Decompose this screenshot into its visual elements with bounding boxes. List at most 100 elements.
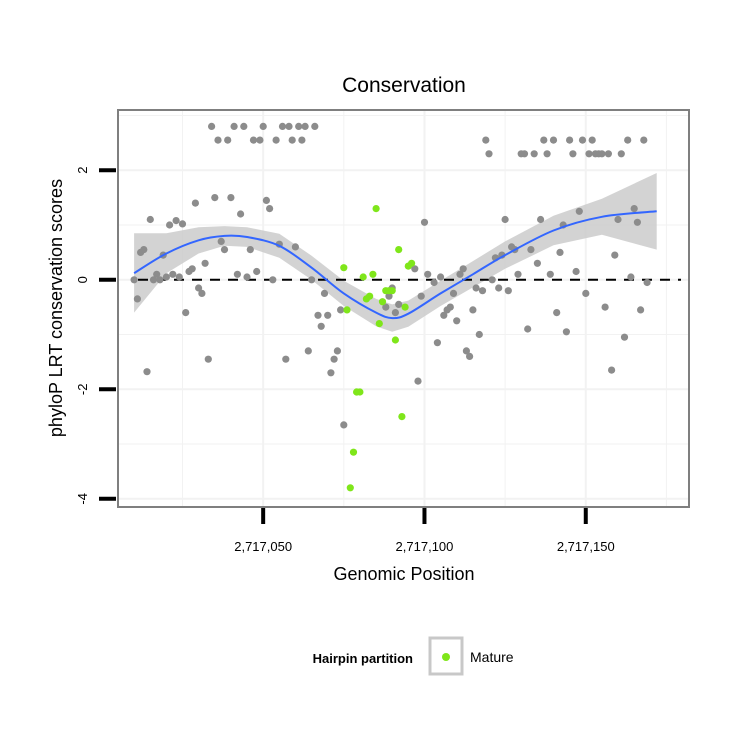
- data-point: [314, 311, 322, 319]
- data-point: [572, 267, 580, 276]
- data-point: [272, 136, 280, 144]
- data-point: [208, 122, 216, 130]
- data-point-mature: [388, 287, 396, 295]
- data-point: [285, 122, 293, 130]
- data-point: [266, 205, 274, 213]
- y-axis-ticks: -4 -2 0 2: [75, 167, 116, 505]
- data-point: [246, 246, 254, 254]
- x-tick-label: 2,717,050: [234, 539, 292, 554]
- chart-title: Conservation: [342, 74, 466, 97]
- data-point: [614, 215, 622, 224]
- data-point: [143, 368, 151, 376]
- x-axis-ticks: 2,717,050 2,717,100 2,717,150: [234, 508, 615, 554]
- y-axis-title: phyloP LRT conservation scores: [46, 179, 66, 437]
- data-point: [549, 136, 558, 144]
- data-point: [485, 150, 493, 158]
- smooth-curve: [133, 210, 657, 320]
- data-point: [569, 150, 577, 158]
- data-point: [424, 270, 432, 278]
- data-point: [288, 136, 296, 144]
- data-point: [456, 270, 464, 278]
- data-point: [495, 284, 503, 292]
- data-point-mature: [391, 336, 399, 344]
- legend-label-mature: Mature: [470, 649, 514, 665]
- data-point: [575, 207, 583, 215]
- legend-title: Hairpin partition: [313, 651, 413, 666]
- data-point: [240, 122, 248, 130]
- data-point: [304, 347, 312, 355]
- data-point: [430, 278, 438, 287]
- data-point: [437, 273, 445, 281]
- data-point: [327, 369, 335, 377]
- data-point: [520, 150, 529, 158]
- data-point: [588, 136, 596, 144]
- grid-lines: [119, 111, 688, 506]
- data-point: [256, 136, 264, 144]
- data-point: [478, 287, 487, 295]
- data-point: [175, 273, 183, 281]
- data-point: [308, 276, 316, 284]
- data-point: [224, 136, 232, 144]
- data-point: [449, 289, 458, 297]
- x-axis-title: Genomic Position: [333, 564, 474, 584]
- data-point-mature: [408, 259, 416, 267]
- data-point: [162, 273, 170, 281]
- data-point: [582, 289, 590, 297]
- data-point: [191, 199, 199, 207]
- data-point-mature: [353, 388, 361, 396]
- data-point: [604, 150, 613, 158]
- data-point: [153, 270, 161, 278]
- data-point: [204, 355, 212, 363]
- data-point: [220, 246, 229, 254]
- data-point: [169, 270, 177, 278]
- data-point: [488, 276, 496, 284]
- data-point: [146, 215, 154, 224]
- data-point: [414, 377, 422, 385]
- data-point: [337, 306, 345, 314]
- data-point-mature: [372, 205, 380, 213]
- data-point: [214, 136, 222, 144]
- data-point: [188, 265, 196, 273]
- smooth-line: [133, 210, 657, 320]
- data-point: [320, 289, 329, 297]
- data-point: [324, 311, 332, 319]
- data-point: [195, 284, 203, 292]
- data-point: [637, 306, 645, 314]
- data-point: [446, 303, 454, 311]
- data-point: [233, 270, 241, 278]
- data-point: [317, 322, 325, 330]
- data-point: [133, 295, 141, 303]
- data-point: [237, 210, 245, 218]
- data-point: [601, 303, 609, 311]
- data-point: [178, 220, 187, 228]
- data-point: [533, 259, 542, 267]
- data-point: [172, 217, 180, 225]
- data-point: [630, 205, 638, 213]
- data-point-mature: [375, 320, 383, 328]
- data-point-mature: [349, 448, 358, 456]
- data-point: [501, 215, 509, 224]
- data-point: [620, 333, 629, 341]
- data-point: [566, 136, 574, 144]
- data-point: [230, 122, 238, 130]
- data-point: [562, 328, 571, 336]
- x-tick-label: 2,717,100: [396, 539, 454, 554]
- data-point-mature: [346, 484, 354, 492]
- data-point: [524, 325, 532, 333]
- data-point: [156, 276, 164, 284]
- data-point: [633, 218, 642, 226]
- data-point: [433, 339, 441, 347]
- data-point: [504, 287, 512, 295]
- data-point: [282, 355, 290, 363]
- data-point: [149, 276, 158, 284]
- data-point: [130, 276, 138, 284]
- data-point: [391, 309, 399, 317]
- data-point: [469, 306, 477, 314]
- data-point-mature: [343, 306, 351, 314]
- legend-key-mature-dot: [442, 653, 450, 661]
- data-point: [420, 218, 429, 226]
- data-point: [340, 421, 348, 429]
- data-point: [253, 267, 261, 276]
- data-point: [608, 366, 616, 374]
